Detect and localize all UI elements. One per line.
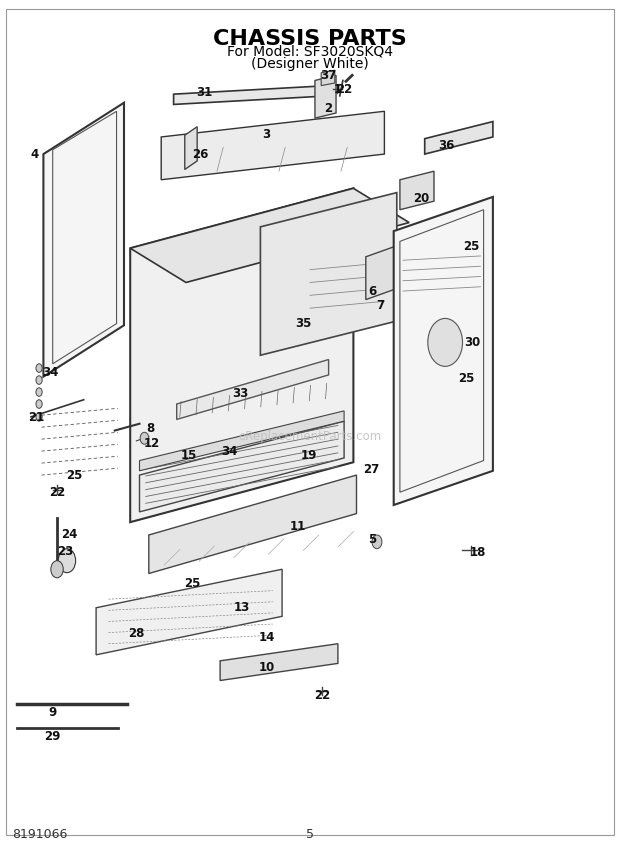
Text: 30: 30 [464,336,480,349]
Text: 1: 1 [334,83,342,97]
Text: 6: 6 [368,284,376,298]
Text: 4: 4 [30,147,38,161]
Polygon shape [130,188,409,282]
Circle shape [140,432,149,444]
Text: 22: 22 [50,485,66,499]
Text: 9: 9 [48,705,57,719]
Text: eReplacementParts.com: eReplacementParts.com [238,430,382,443]
Text: 21: 21 [28,411,44,425]
Text: 2: 2 [324,102,333,116]
Text: 31: 31 [197,86,213,99]
Polygon shape [185,127,197,169]
Polygon shape [366,244,402,300]
Text: 13: 13 [234,601,250,615]
Text: 25: 25 [463,240,479,253]
Text: 11: 11 [290,520,306,533]
Text: 25: 25 [66,468,82,482]
Polygon shape [149,475,356,574]
Text: 15: 15 [181,449,197,462]
Polygon shape [177,360,329,419]
Text: CHASSIS PARTS: CHASSIS PARTS [213,29,407,49]
Circle shape [428,318,463,366]
Circle shape [36,400,42,408]
Text: 3: 3 [262,128,271,141]
Polygon shape [140,421,344,512]
Polygon shape [96,569,282,655]
Circle shape [36,388,42,396]
Text: 5: 5 [306,828,314,841]
Polygon shape [161,111,384,180]
Polygon shape [140,411,344,471]
Text: 10: 10 [259,661,275,675]
Polygon shape [425,122,493,154]
Circle shape [51,561,63,578]
Text: 22: 22 [336,83,352,97]
Text: 25: 25 [458,372,474,385]
Polygon shape [43,103,124,377]
Circle shape [58,549,76,573]
Polygon shape [394,197,493,505]
Polygon shape [174,86,329,104]
Text: (Designer White): (Designer White) [251,57,369,71]
Polygon shape [220,644,338,681]
Polygon shape [130,188,353,522]
Text: 33: 33 [232,387,249,401]
Text: 22: 22 [314,688,330,702]
Polygon shape [400,171,434,210]
Text: 27: 27 [363,462,379,476]
Circle shape [36,364,42,372]
Text: 19: 19 [301,449,317,462]
Text: 35: 35 [296,317,312,330]
Polygon shape [321,70,335,86]
Text: 14: 14 [259,631,275,645]
Text: For Model: SF3020SKQ4: For Model: SF3020SKQ4 [227,45,393,58]
Circle shape [36,376,42,384]
Text: 8: 8 [146,421,155,435]
Circle shape [36,413,42,421]
Circle shape [372,535,382,549]
Polygon shape [260,193,397,355]
Text: 12: 12 [144,437,160,450]
Text: 8191066: 8191066 [12,828,68,841]
Text: 37: 37 [321,68,337,82]
Text: 34: 34 [43,366,59,379]
Text: 36: 36 [438,139,454,152]
Text: 7: 7 [376,299,384,312]
Text: 20: 20 [414,192,430,205]
Text: 29: 29 [45,729,61,743]
Text: 23: 23 [57,544,73,558]
Text: 34: 34 [221,445,237,459]
Text: 25: 25 [184,577,200,591]
Text: 18: 18 [469,545,485,559]
Polygon shape [315,75,336,118]
Text: 26: 26 [192,147,208,161]
Text: 24: 24 [61,528,78,542]
Text: 5: 5 [368,532,376,546]
Text: 28: 28 [128,627,144,640]
